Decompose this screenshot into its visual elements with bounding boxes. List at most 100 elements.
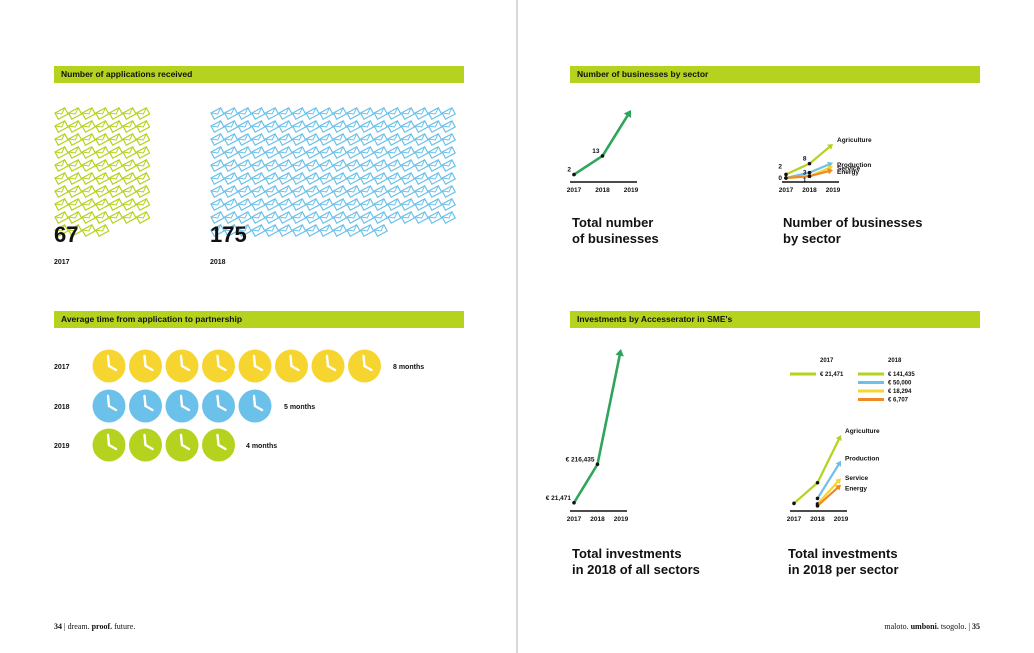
applications-2018-envelope-icon-26-flap — [306, 120, 317, 128]
total-businesses-series-0-point-1 — [572, 172, 576, 177]
applications-2017-envelope-icon-7-flap — [136, 107, 147, 115]
applications-2017-envelope-icon-5-flap — [109, 107, 120, 115]
applications-2018-envelope-icon-113-body — [264, 185, 280, 198]
applications-2018-envelope-icon-84-body — [359, 159, 375, 172]
applications-2018-envelope-icon-58-flap — [251, 146, 262, 154]
applications-2018-envelope-icon-57-body — [237, 146, 253, 159]
businesses-by-sector-x-tick-2017: 2017 — [779, 187, 794, 194]
applications-2017-envelope-icon-30-body — [67, 159, 83, 172]
applications-2018-envelope-icon-6-flap — [278, 107, 290, 115]
clock-hand-short — [180, 443, 191, 451]
applications-2018-envelope-icon-131-body — [264, 198, 280, 211]
applications-2018-envelope-icon-31-flap — [374, 120, 385, 128]
applications-2018-envelope-icon-83-flap — [346, 159, 358, 167]
applications-2018-envelope-icon-107 — [427, 172, 443, 185]
businesses-by-sector-title: Number of businesses by sector — [783, 215, 923, 246]
applications-2018-envelope-icon-137-body — [346, 198, 361, 211]
businesses-by-sector-series-agriculture-point-2 — [807, 161, 812, 166]
applications-2018-envelope-icon-8-flap — [306, 107, 317, 115]
footer-right-word-2: umboni. — [910, 622, 939, 631]
applications-2018-envelope-icon-86-body — [386, 159, 402, 172]
applications-2017-envelope-icon-34-flap — [122, 159, 134, 167]
applications-2018-envelope-icon-62-flap — [306, 146, 317, 154]
applications-2018-envelope-icon-85-flap — [374, 159, 385, 167]
applications-2018-envelope-icon-46 — [332, 133, 348, 146]
businesses-by-sector-series-service-arrow — [827, 165, 833, 172]
applications-2018-envelope-icon-59-flap — [265, 146, 276, 154]
applications-2018-envelope-icon-27 — [318, 120, 334, 133]
applications-2018-envelope-icon-108-flap — [442, 172, 453, 180]
applications-2017-envelope-icon-4-body — [94, 107, 110, 120]
applications-2018-envelope-icon-116-flap — [306, 185, 317, 193]
applications-2018-envelope-icon-130 — [250, 198, 266, 211]
applications-2018-envelope-icon-72 — [441, 146, 457, 159]
applications-2018-envelope-icon-30-body — [359, 120, 375, 133]
applications-2018-envelope-icon-106-flap — [414, 172, 426, 180]
applications-2018-envelope-icon-118-body — [332, 185, 348, 198]
applications-2018-envelope-icon-68-body — [386, 146, 402, 159]
applications-2018-envelope-icon-84 — [359, 159, 375, 172]
applications-2018-envelope-icon-125-flap — [428, 185, 439, 193]
applications-2018-envelope-icon-21-flap — [238, 120, 249, 128]
applications-2018-envelope-icon-75-body — [237, 159, 253, 172]
applications-2017-envelope-icon-62-body — [122, 211, 137, 224]
applications-2018-envelope-icon-155-flap — [346, 211, 358, 219]
applications-2017-envelope-icon-46-body — [94, 185, 110, 198]
applications-2018-envelope-icon-15-body — [400, 107, 416, 120]
applications-2018-envelope-icon-166-body — [250, 224, 266, 237]
applications-2018-envelope-grid — [210, 107, 457, 237]
applications-2018-envelope-icon-10-flap — [333, 107, 344, 115]
applications-2017-envelope-icon-24 — [81, 146, 97, 159]
applications-2018-envelope-icon-52-flap — [414, 133, 426, 141]
applications-2018-envelope-icon-142-flap — [414, 198, 426, 206]
applications-2018-envelope-icon-141-body — [400, 198, 416, 211]
applications-2018-envelope-icon-171-flap — [319, 224, 330, 232]
applications-2018-envelope-icon-118-flap — [333, 185, 344, 193]
applications-2018-envelope-icon-55 — [210, 146, 225, 159]
applications-2018-envelope-icon-105-flap — [401, 172, 412, 180]
applications-2018-envelope-icon-136 — [332, 198, 348, 211]
applications-2018-envelope-icon-69-flap — [401, 146, 412, 154]
applications-2017-envelope-icon-32-body — [94, 159, 110, 172]
applications-2018-envelope-icon-21 — [237, 120, 253, 133]
applications-2017-envelope-icon-1-flap — [54, 107, 66, 115]
applications-2018-envelope-icon-64 — [332, 146, 348, 159]
applications-2018-envelope-icon-50 — [386, 133, 402, 146]
applications-2017-envelope-icon-22 — [54, 146, 69, 159]
applications-2018-envelope-icon-114-flap — [278, 185, 290, 193]
avg-time-2018-clocks — [92, 389, 272, 423]
applications-2018-envelope-icon-37-flap — [210, 133, 222, 141]
applications-2017-envelope-icon-52 — [81, 198, 97, 211]
applications-2017-envelope-icon-15-flap — [54, 133, 66, 141]
applications-2018-envelope-icon-57 — [237, 146, 253, 159]
applications-2018-envelope-icon-32-flap — [387, 120, 398, 128]
investments-legend-2018-value-4: € 6,707 — [888, 398, 909, 404]
applications-2018-envelope-icon-67-flap — [374, 146, 385, 154]
applications-2018-envelope-icon-19-body — [210, 120, 225, 133]
applications-2018-envelope-icon-152 — [305, 211, 321, 224]
applications-2018-envelope-icon-64-body — [332, 146, 348, 159]
clock-hand-long — [179, 354, 184, 368]
applications-2018-envelope-icon-5 — [264, 107, 280, 120]
applications-2018-envelope-icon-145 — [210, 211, 225, 224]
clock-hand-long — [362, 354, 366, 368]
applications-2017-envelope-icon-9-flap — [68, 120, 79, 128]
applications-2018-envelope-icon-110-flap — [224, 185, 235, 193]
clock-hand-short — [253, 364, 264, 372]
applications-2018-envelope-icon-111-flap — [238, 185, 249, 193]
footer-left: 34 | dream. proof. future. — [54, 622, 135, 631]
applications-2018-envelope-icon-149-body — [264, 211, 280, 224]
applications-2017-envelope-icon-50-flap — [54, 198, 66, 206]
applications-2018-envelope-icon-148 — [250, 211, 266, 224]
applications-2018-envelope-icon-95-body — [264, 172, 280, 185]
applications-2017-envelope-icon-41-body — [122, 172, 137, 185]
applications-2018-envelope-icon-130-flap — [251, 198, 262, 206]
applications-2017-envelope-icon-12-flap — [109, 120, 120, 128]
applications-2018-envelope-icon-42 — [278, 133, 293, 146]
total-investments-series-0-value-label-2: € 216,435 — [566, 456, 595, 463]
applications-2018-envelope-icon-173-flap — [346, 224, 358, 232]
applications-2017-envelope-icon-17-body — [81, 133, 97, 146]
total-investments-chart: 2017 2018 2019 € 21,471 € 216,435 — [546, 349, 629, 523]
applications-2018-envelope-icon-17-flap — [428, 107, 439, 115]
applications-2018-envelope-icon-41 — [264, 133, 280, 146]
